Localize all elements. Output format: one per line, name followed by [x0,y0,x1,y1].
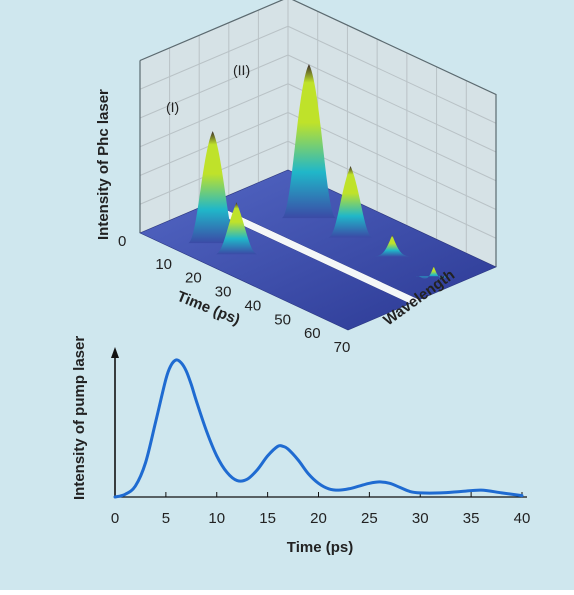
surface-back-wall [288,0,496,267]
surface-grid-line [287,54,497,153]
surface-peak [328,165,373,238]
surface-row-gap [202,202,419,304]
pump-x-ticks: 0 5 10 15 20 25 30 35 40 [111,492,531,527]
surface-grid-line [287,112,497,210]
pump-line-chart: 0 5 10 15 20 25 30 35 40 Time (ps) Intensity of … [71,336,530,556]
surface-time-tick-label: 40 [245,297,262,314]
pump-x-tick-label: 40 [514,510,531,527]
surface-grid-line [139,25,289,90]
peak-label-1: (I) [166,99,179,115]
surface-z-axis-label: Intensity of Phc laser [95,89,112,240]
surface-plot: 10 20 30 40 50 60 70 0 (I) (II) Intensity of P… [95,0,497,356]
pump-series-line [113,358,524,499]
surface-time-tick-label: 50 [274,311,291,328]
pump-x-tick-label: 35 [463,510,480,527]
pump-x-tick-label: 5 [162,510,170,527]
pump-x-tick-label: 25 [361,510,378,527]
pump-y-axis-arrow [111,347,119,358]
surface-time-tick-label: 30 [215,284,232,301]
surface-grid-line [287,25,497,124]
surface-z-zero-tick: 0 [118,233,126,250]
pump-x-tick-label: 10 [208,510,225,527]
surface-peak [281,64,337,219]
surface-grid-line [139,54,289,119]
surface-time-ticks: 10 20 30 40 50 60 70 [155,256,350,356]
surface-grid-line [287,83,497,182]
surface-left-wall [140,0,288,233]
surface-time-tick-label: 20 [185,270,202,287]
surface-time-tick-label: 60 [304,325,321,342]
pump-y-axis-label: Intensity of pump laser [71,336,88,500]
surface-peak [415,266,452,279]
surface-time-tick-label: 10 [155,256,172,273]
surface-peak [373,234,411,257]
pump-x-tick-label: 30 [412,510,429,527]
pump-x-tick-label: 20 [310,510,327,527]
surface-box-edge [139,0,497,267]
surface-grid-line [139,83,289,148]
surface-time-tick-label: 70 [334,339,351,356]
pump-x-tick-label: 15 [259,510,276,527]
peak-label-2: (II) [233,62,250,78]
surface-peaks [188,64,452,279]
pump-x-tick-label: 0 [111,510,119,527]
surface-peak [188,131,238,244]
surface-peak [215,202,258,255]
pump-x-axis-label: Time (ps) [287,539,353,556]
surface-time-axis-label: Time (ps) [175,288,243,329]
